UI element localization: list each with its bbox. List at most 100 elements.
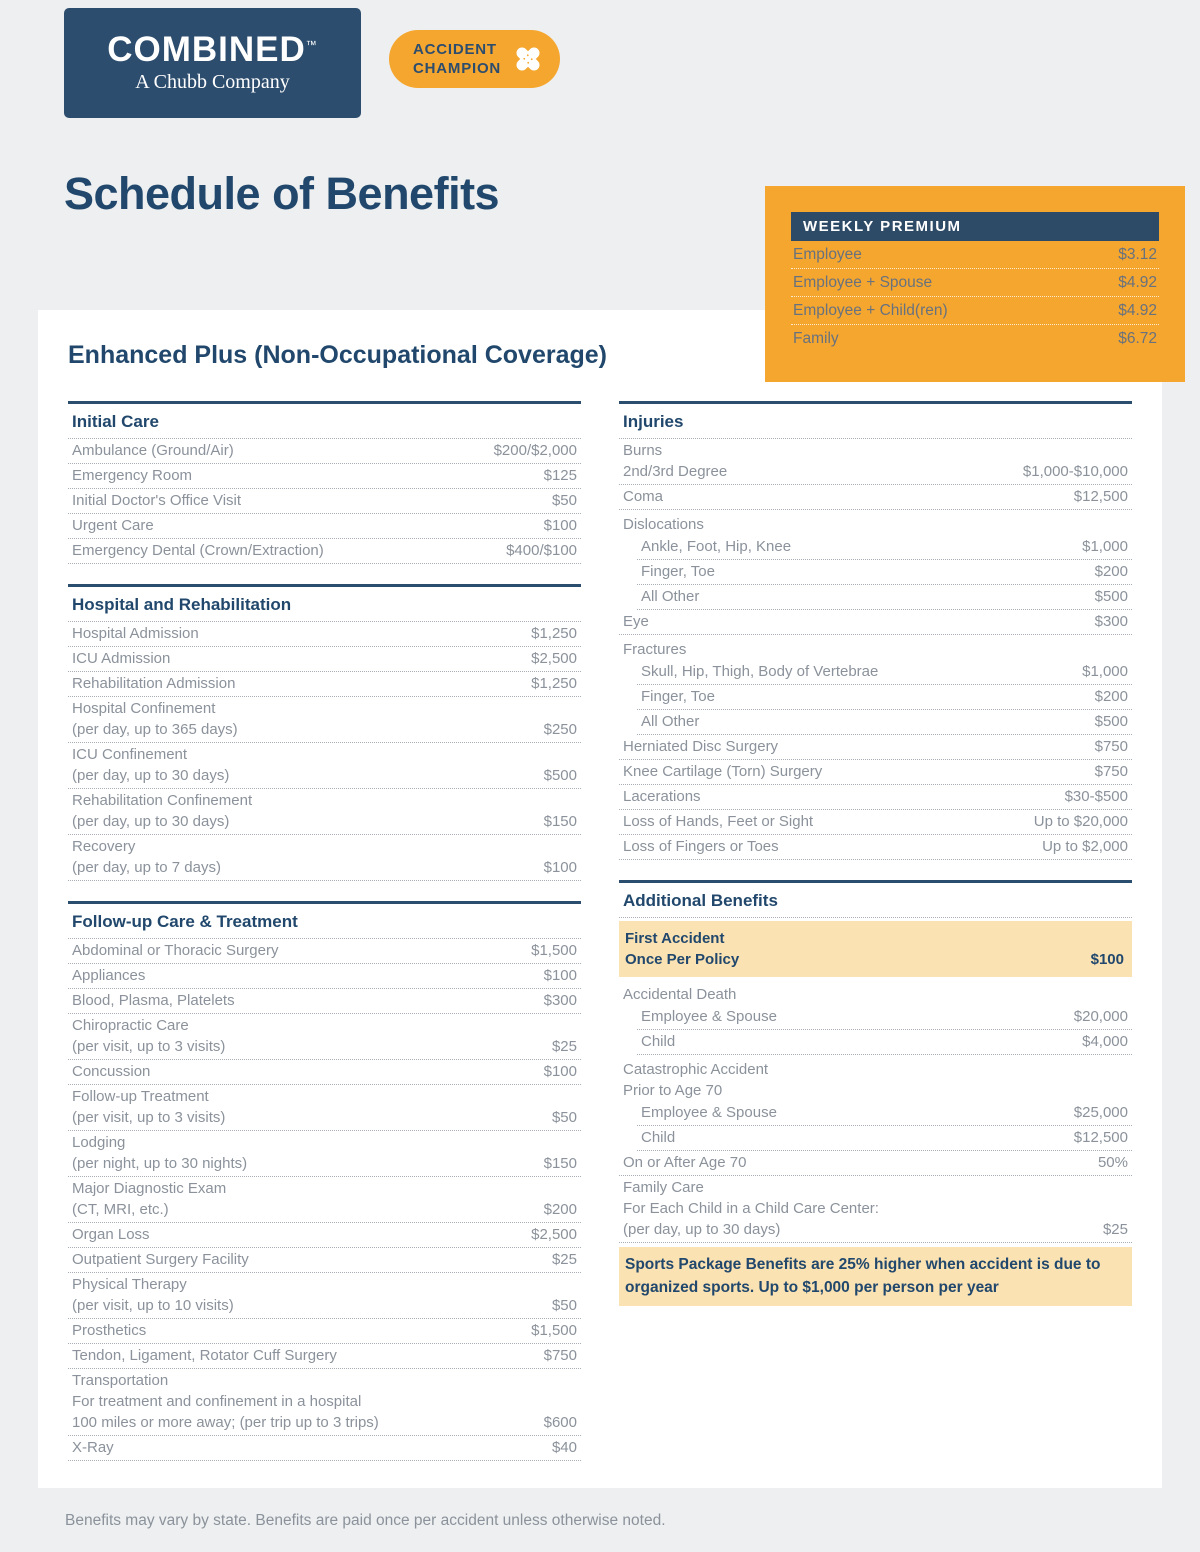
benefit-amount: $20,000 [1073,1008,1128,1026]
section-title: Follow-up Care & Treatment [68,904,581,940]
badge-line-2: CHAMPION [413,60,502,77]
premium-tier-label: Employee + Spouse [793,274,933,291]
weekly-premium-panel: WEEKLY PREMIUM Employee $3.12 Employee + S… [765,186,1185,382]
benefit-row: Rehabilitation Admission $1,250 [68,672,581,698]
benefit-amount: $100 [543,967,577,985]
benefit-amount: $4,000 [1082,1033,1128,1051]
benefit-amount: $2,500 [531,1226,577,1244]
benefit-amount: $2,500 [531,650,577,668]
benefit-label: Physical Therapy (per visit, up to 10 vi… [72,1276,234,1315]
benefit-label: Employee & Spouse [641,1104,777,1122]
benefit-row: Employee & Spouse $20,000 [637,1005,1132,1031]
benefit-amount: 50% [1097,1154,1128,1172]
premium-amount: $4.92 [1118,302,1157,319]
benefit-row: Burns 2nd/3rd Degree $1,000-$10,000 [619,439,1132,486]
benefit-label: On or After Age 70 [623,1154,747,1172]
benefit-row: Prosthetics $1,500 [68,1319,581,1345]
benefit-row: Lacerations $30-$500 [619,785,1132,811]
benefit-amount: $750 [1094,738,1128,756]
benefit-row: Eye $300 [619,610,1132,636]
benefit-label: Concussion [72,1063,151,1081]
benefit-amount: Up to $2,000 [1042,838,1128,856]
benefit-label: Accidental Death [623,986,737,1004]
benefit-amount: $150 [543,1155,577,1173]
benefit-amount: $25,000 [1073,1104,1128,1122]
benefit-label: Eye [623,613,649,631]
benefit-amount: $100 [1090,951,1124,969]
benefit-amount: $50 [551,492,577,510]
benefit-row: Blood, Plasma, Platelets $300 [68,989,581,1015]
benefit-label: Lodging (per night, up to 30 nights) [72,1134,248,1173]
benefit-row: Chiropractic Care (per visit, up to 3 vi… [68,1014,581,1061]
benefit-amount: $150 [543,813,577,831]
benefit-amount: $25 [551,1251,577,1269]
benefit-amount: $750 [543,1347,577,1365]
benefit-amount: $1,000-$10,000 [1022,463,1128,481]
premium-amount: $6.72 [1118,330,1157,347]
benefit-label: Outpatient Surgery Facility [72,1251,249,1269]
benefit-label: Ambulance (Ground/Air) [72,442,234,460]
benefit-row: Major Diagnostic Exam (CT, MRI, etc.) $20… [68,1177,581,1224]
benefit-row: Follow-up Treatment (per visit, up to 3 … [68,1085,581,1132]
benefit-label: Knee Cartilage (Torn) Surgery [623,763,823,781]
benefit-row: X-Ray $40 [68,1436,581,1462]
benefit-amount: $100 [543,859,577,877]
benefit-row: Employee & Spouse $25,000 [637,1101,1132,1127]
benefit-label: Catastrophic Accident Prior to Age 70 [623,1061,769,1100]
benefit-amount: $250 [543,721,577,739]
benefit-row: Urgent Care $100 [68,514,581,540]
benefit-label: Appliances [72,967,146,985]
benefit-row: Recovery (per day, up to 7 days) $100 [68,835,581,882]
benefit-amount: $1,000 [1082,538,1128,556]
benefit-row: Hospital Confinement (per day, up to 365… [68,697,581,744]
benefit-amount: $100 [543,517,577,535]
benefit-amount: Up to $20,000 [1033,813,1128,831]
benefit-amount: $400/$100 [506,542,577,560]
benefit-amount: $200 [1094,688,1128,706]
benefit-amount: $200 [1094,563,1128,581]
benefit-label: Chiropractic Care (per visit, up to 3 vi… [72,1017,226,1056]
benefit-row: Skull, Hip, Thigh, Body of Vertebrae $1,0… [637,660,1132,686]
benefits-card: Enhanced Plus (Non-Occupational Coverage… [38,310,1162,1488]
benefit-row: Coma $12,500 [619,485,1132,511]
benefit-row: Ankle, Foot, Hip, Knee $1,000 [637,535,1132,561]
footer-note: Benefits may vary by state. Benefits are… [65,1512,666,1529]
benefit-row: Tendon, Ligament, Rotator Cuff Surgery $7… [68,1344,581,1370]
benefit-amount: $1,250 [531,675,577,693]
benefit-section: Initial Care Ambulance (Ground/Air) $200/$… [68,401,581,565]
benefit-row: Hospital Admission $1,250 [68,622,581,648]
benefit-label: Follow-up Treatment (per visit, up to 3 … [72,1088,226,1127]
benefit-section: Injuries Burns 2nd/3rd Degree $1,000-$10,0… [619,401,1132,861]
benefit-row: Herniated Disc Surgery $750 [619,735,1132,761]
benefit-label: Employee & Spouse [641,1008,777,1026]
plan-heading: Enhanced Plus (Non-Occupational Coverage… [68,341,607,369]
benefit-label: Family Care For Each Child in a Child Ca… [623,1179,879,1239]
benefit-amount: $300 [1094,613,1128,631]
benefit-label: Hospital Confinement (per day, up to 365… [72,700,238,739]
benefit-label: Loss of Hands, Feet or Sight [623,813,814,831]
benefit-label: Fractures [623,641,687,659]
section-title: Hospital and Rehabilitation [68,587,581,623]
benefit-label: Transportation For treatment and confine… [72,1372,379,1432]
benefit-row: All Other $500 [637,710,1132,736]
logo-subtitle: A Chubb Company [135,71,290,94]
benefits-column-right: Injuries Burns 2nd/3rd Degree $1,000-$10,0… [619,381,1132,1307]
benefit-row: Knee Cartilage (Torn) Surgery $750 [619,760,1132,786]
benefit-amount: $1,500 [531,942,577,960]
bandage-icon [516,47,540,71]
benefits-columns: Initial Care Ambulance (Ground/Air) $200/$… [68,381,1132,1462]
benefit-row: Finger, Toe $200 [637,685,1132,711]
benefit-row: Initial Doctor's Office Visit $50 [68,489,581,515]
benefit-row: Child $12,500 [637,1126,1132,1152]
premium-row: Employee + Child(ren) $4.92 [791,297,1159,325]
benefit-label: Urgent Care [72,517,154,535]
benefit-row: Physical Therapy (per visit, up to 10 vi… [68,1273,581,1320]
benefit-row: Abdominal or Thoracic Surgery $1,500 [68,939,581,965]
benefit-amount: $50 [551,1297,577,1315]
benefit-label: Emergency Room [72,467,193,485]
premium-tier-label: Family [793,330,839,347]
badge-line-1: ACCIDENT [413,40,497,58]
benefit-label: Recovery (per day, up to 7 days) [72,838,221,877]
section-title: Injuries [619,404,1132,440]
